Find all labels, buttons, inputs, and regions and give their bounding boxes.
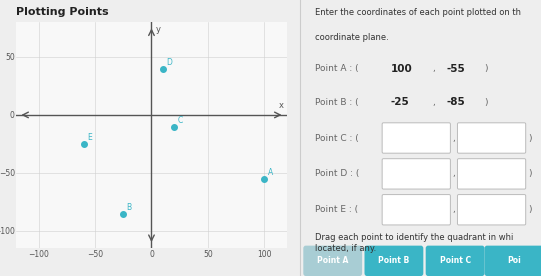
Text: ,: ,	[453, 134, 456, 142]
Text: ,: ,	[453, 169, 456, 178]
Text: ): )	[485, 65, 488, 73]
Text: -25: -25	[391, 97, 409, 107]
FancyBboxPatch shape	[382, 195, 451, 225]
FancyBboxPatch shape	[458, 123, 526, 153]
FancyBboxPatch shape	[458, 195, 526, 225]
FancyBboxPatch shape	[365, 246, 423, 276]
Text: Drag each point to identify the quadrant in whi
located, if any.: Drag each point to identify the quadrant…	[315, 233, 513, 253]
Text: Poi: Poi	[507, 256, 521, 265]
Text: E: E	[87, 134, 92, 142]
FancyBboxPatch shape	[485, 246, 541, 276]
Text: ,: ,	[433, 65, 436, 73]
Text: -85: -85	[447, 97, 466, 107]
Text: Point B : (: Point B : (	[315, 98, 359, 107]
FancyBboxPatch shape	[426, 246, 485, 276]
FancyBboxPatch shape	[382, 123, 451, 153]
Text: Point C: Point C	[439, 256, 471, 265]
Text: Point D : (: Point D : (	[315, 169, 359, 178]
Text: Plotting Points: Plotting Points	[16, 7, 109, 17]
Text: A: A	[268, 168, 273, 177]
Text: ): )	[528, 169, 532, 178]
Text: coordinate plane.: coordinate plane.	[315, 33, 389, 42]
Text: ): )	[528, 205, 532, 214]
Text: ): )	[485, 98, 488, 107]
Text: 100: 100	[391, 64, 412, 74]
Text: y: y	[156, 25, 161, 34]
Text: Point E : (: Point E : (	[315, 205, 358, 214]
FancyBboxPatch shape	[382, 159, 451, 189]
Text: Point A: Point A	[317, 256, 348, 265]
FancyBboxPatch shape	[458, 159, 526, 189]
Text: ,: ,	[453, 205, 456, 214]
Text: Enter the coordinates of each point plotted on th: Enter the coordinates of each point plot…	[315, 8, 521, 17]
Text: Point A : (: Point A : (	[315, 65, 359, 73]
FancyBboxPatch shape	[304, 246, 362, 276]
Text: x: x	[279, 101, 283, 110]
Text: ): )	[528, 134, 532, 142]
Text: -55: -55	[447, 64, 466, 74]
Text: ,: ,	[433, 98, 436, 107]
Text: D: D	[166, 58, 172, 67]
Text: B: B	[127, 203, 132, 212]
Text: Point B: Point B	[378, 256, 410, 265]
Text: C: C	[177, 116, 183, 125]
Text: Point C : (: Point C : (	[315, 134, 359, 142]
